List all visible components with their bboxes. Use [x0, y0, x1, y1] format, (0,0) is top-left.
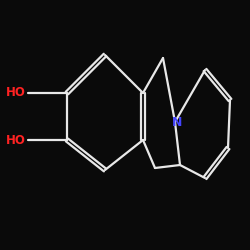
- Text: N: N: [172, 116, 183, 128]
- Text: HO: HO: [6, 134, 25, 146]
- Text: HO: HO: [6, 86, 25, 100]
